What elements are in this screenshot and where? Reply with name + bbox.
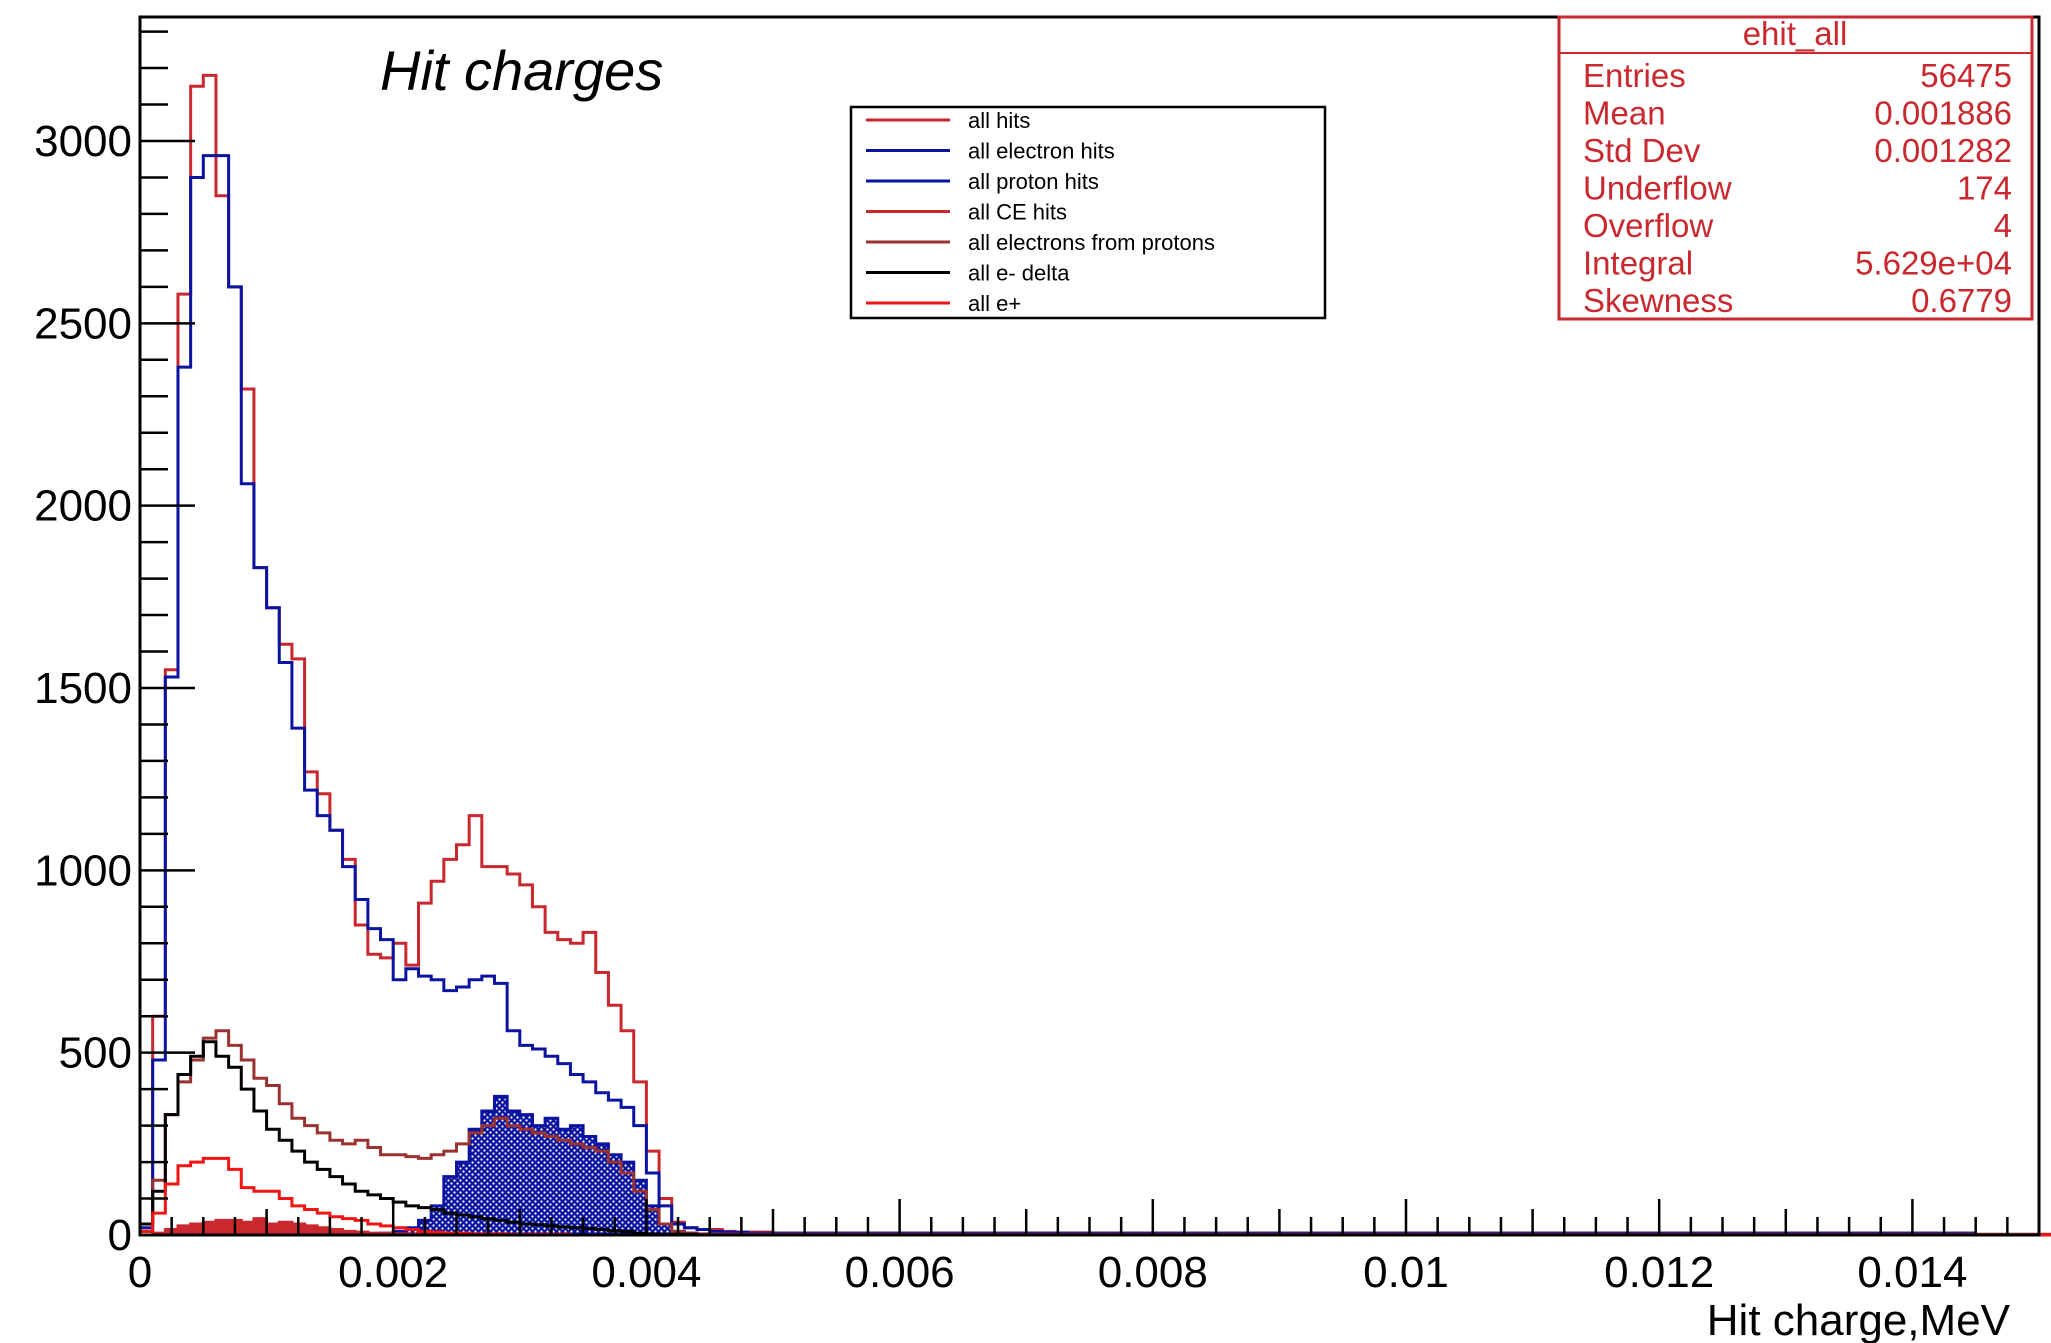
legend-label: all proton hits <box>968 169 1099 194</box>
y-tick-label: 2000 <box>34 482 132 531</box>
stats-value: 0.001886 <box>1874 95 2012 132</box>
stats-value: 174 <box>1957 170 2012 207</box>
stats-box-title: ehit_all <box>1743 15 1848 52</box>
x-tick-label: 0.006 <box>845 1248 955 1297</box>
stats-value: 0.001282 <box>1874 132 2012 169</box>
stats-label: Integral <box>1583 245 1693 282</box>
x-tick-label: 0.01 <box>1363 1248 1449 1297</box>
stats-label: Overflow <box>1583 207 1713 244</box>
stats-value: 56475 <box>1920 57 2012 94</box>
series-fill-all-proton-hits <box>140 1096 2051 1235</box>
legend-label: all e- delta <box>968 261 1070 286</box>
stats-value: 0.6779 <box>1911 282 2012 319</box>
series-line-all-proton-hits <box>140 1094 2051 1237</box>
x-tick-label: 0.014 <box>1857 1248 1967 1297</box>
chart-title: Hit charges <box>380 39 663 102</box>
x-tick-label: 0.008 <box>1098 1248 1208 1297</box>
legend-label: all CE hits <box>968 200 1067 225</box>
y-tick-label: 2500 <box>34 299 132 348</box>
x-tick-label: 0.002 <box>338 1248 448 1297</box>
stats-value: 4 <box>1994 207 2012 244</box>
y-tick-label: 500 <box>59 1029 132 1078</box>
x-tick-label: 0 <box>128 1248 152 1297</box>
y-tick-label: 3000 <box>34 117 132 166</box>
y-tick-label: 0 <box>108 1211 132 1260</box>
series-line-all-e-delta <box>138 1040 2051 1237</box>
y-tick-label: 1000 <box>34 846 132 895</box>
stats-box: ehit_all Entries 56475 Mean 0.001886 Std Dev… <box>1557 15 2034 321</box>
x-tick-label: 0.004 <box>591 1248 701 1297</box>
stats-label: Mean <box>1583 95 1666 132</box>
legend-label: all electron hits <box>968 139 1115 164</box>
stats-value: 5.629e+04 <box>1855 245 2012 282</box>
y-tick-label: 1500 <box>34 664 132 713</box>
stats-box-frame <box>1557 15 2034 321</box>
series-line-all-electrons-from-protons <box>138 1029 2051 1236</box>
legend: all hits all electron hits all proton hits… <box>849 105 1327 320</box>
stats-label: Std Dev <box>1583 132 1701 169</box>
x-axis-title: Hit charge,MeV <box>1707 1296 2011 1343</box>
stats-label: Entries <box>1583 57 1686 94</box>
x-tick-label: 0.012 <box>1604 1248 1714 1297</box>
legend-label: all electrons from protons <box>968 230 1215 255</box>
legend-label: all e+ <box>968 291 1021 316</box>
stats-label: Skewness <box>1583 282 1733 319</box>
legend-label: all hits <box>968 108 1030 133</box>
stats-label: Underflow <box>1583 170 1732 207</box>
